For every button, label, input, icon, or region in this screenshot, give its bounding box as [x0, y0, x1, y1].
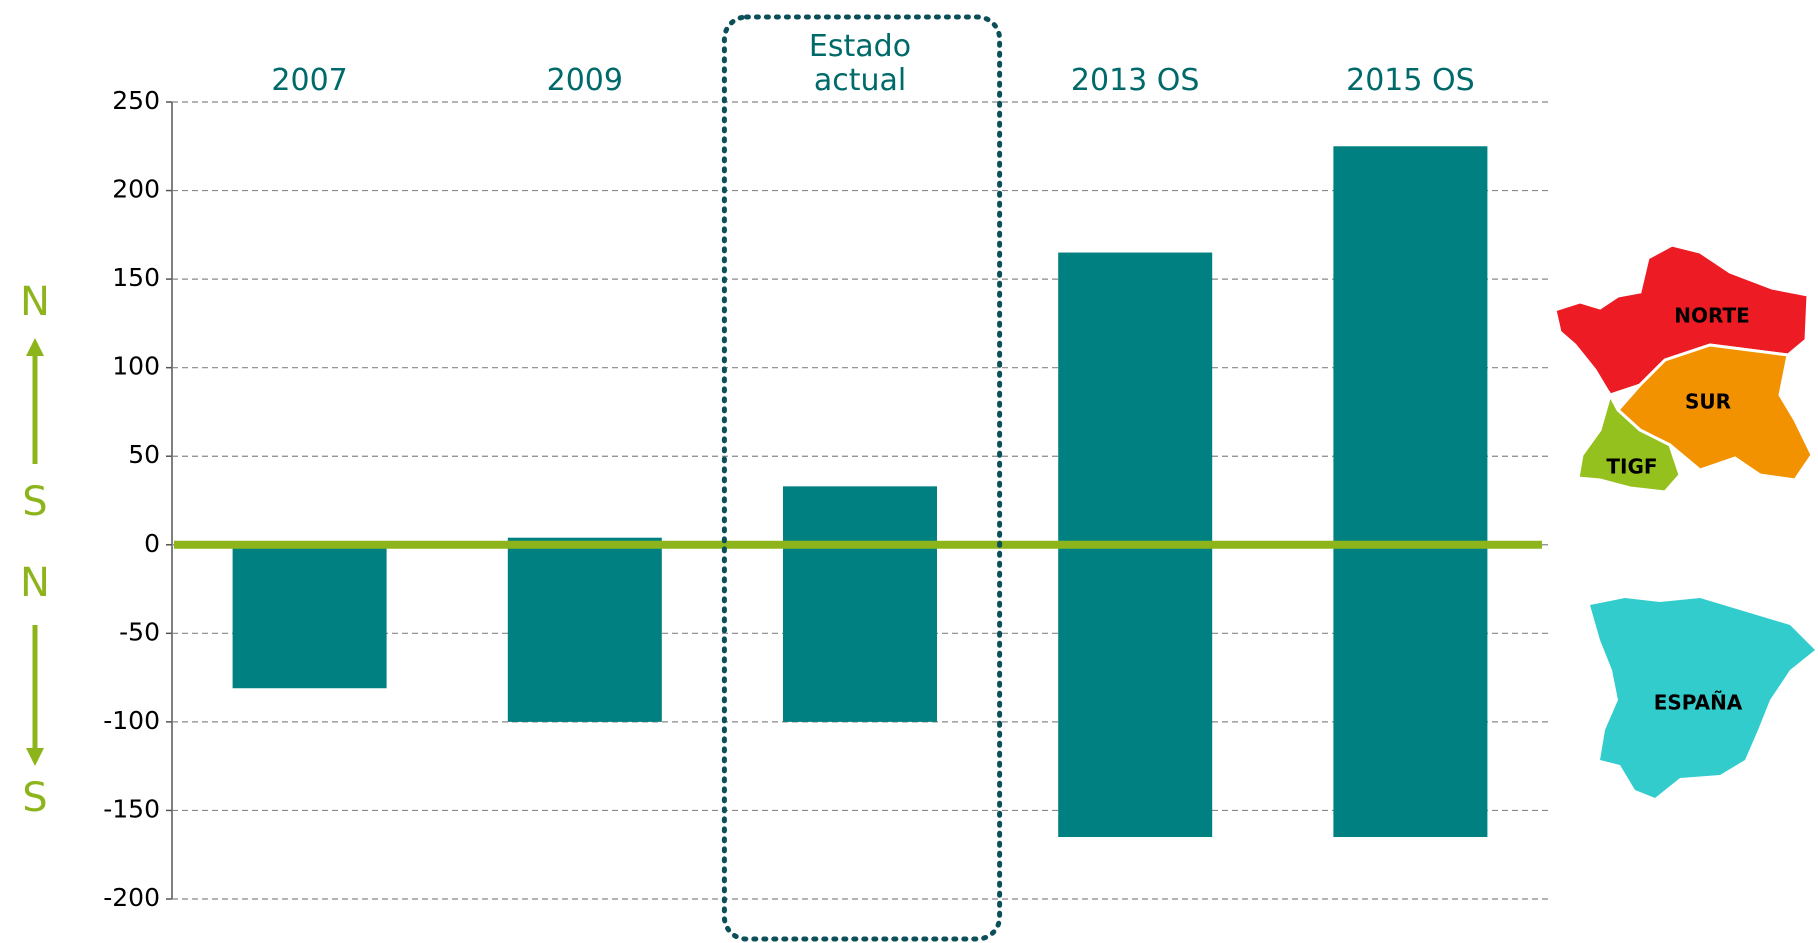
arrow-head	[26, 748, 44, 766]
y-tick-label: 50	[128, 440, 160, 469]
y-tick-label: -100	[103, 706, 160, 735]
category-label: 2013 OS	[1070, 63, 1200, 98]
bar	[783, 486, 937, 545]
bar	[1058, 544, 1213, 838]
highlight-box	[721, 14, 1003, 942]
bar	[1058, 252, 1213, 545]
france-map: NORTE SUR TIGF	[1553, 243, 1814, 494]
category-label: 2007	[271, 63, 348, 98]
side-label: S	[22, 479, 47, 525]
bar	[783, 544, 937, 722]
y-tick-label: 0	[144, 529, 160, 558]
map-label: ESPAÑA	[1654, 691, 1743, 715]
bar	[1333, 544, 1488, 838]
y-tick-label: 100	[112, 352, 160, 381]
map-label: SUR	[1685, 390, 1731, 414]
y-tick-label: -50	[119, 617, 160, 646]
y-tick-label: 200	[112, 175, 160, 204]
side-label: N	[20, 560, 50, 606]
spain-map: ESPAÑA	[1590, 598, 1815, 798]
y-tick-label: -200	[103, 883, 160, 912]
side-label: S	[22, 775, 47, 821]
category-label: 2009	[546, 63, 623, 98]
arrow-head	[26, 338, 44, 356]
bar	[232, 544, 387, 689]
y-tick-label: 150	[112, 263, 160, 292]
bar	[507, 544, 662, 722]
category-label: Estado actual	[808, 29, 912, 98]
y-tick-label: -150	[103, 794, 160, 823]
bar	[1333, 146, 1488, 545]
map-label: NORTE	[1674, 304, 1750, 328]
map-label: TIGF	[1606, 455, 1657, 479]
side-label: N	[20, 279, 50, 325]
category-label: 2015 OS	[1346, 63, 1475, 98]
y-tick-label: 250	[112, 86, 160, 115]
